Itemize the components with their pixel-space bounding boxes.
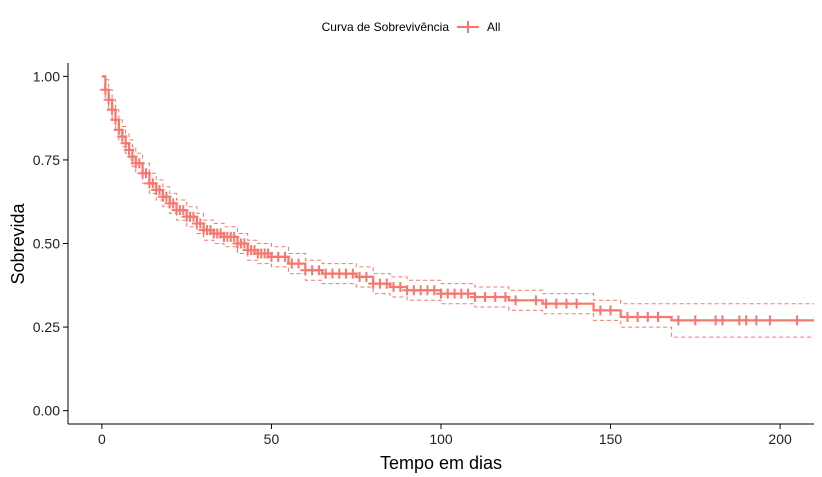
censor-mark-18	[161, 191, 172, 202]
ci-upper-line	[101, 75, 814, 305]
censor-mark-5	[117, 131, 128, 142]
censor-mark-78	[463, 288, 474, 299]
censor-mark-68	[395, 281, 406, 292]
x-tick-label-4: 200	[768, 431, 792, 447]
censor-mark-89	[595, 305, 606, 316]
x-tick-label-0: 0	[98, 431, 106, 447]
censor-mark-83	[510, 295, 521, 306]
censor-mark-51	[280, 251, 291, 262]
censor-mark-93	[642, 312, 653, 323]
censor-mark-4	[113, 124, 124, 135]
x-axis-title: Tempo em dias	[380, 453, 502, 473]
censor-mark-41	[239, 238, 250, 249]
censor-mark-1	[103, 94, 114, 105]
censor-mark-66	[381, 278, 392, 289]
ci-lower-line	[101, 75, 814, 338]
y-tick-label-1: 0.25	[33, 319, 60, 335]
confidence-interval-layer	[101, 75, 814, 338]
censor-mark-90	[605, 305, 616, 316]
legend-entry-all: All	[487, 20, 501, 34]
censor-mark-84	[530, 295, 541, 306]
axes-layer: 0 50 100 150 200 0.00 0.25 0.50 0.75 1.00	[33, 63, 814, 447]
censor-mark-8	[127, 151, 138, 162]
y-tick-label-3: 0.75	[33, 152, 60, 168]
censor-mark-103	[792, 315, 803, 326]
censor-mark-61	[347, 268, 358, 279]
censor-mark-7	[124, 144, 135, 155]
legend-title: Curva de Sobrevivência	[321, 20, 450, 34]
censor-marks-layer	[100, 84, 803, 326]
censor-mark-100	[741, 315, 752, 326]
censor-mark-0	[100, 84, 111, 95]
censor-mark-14	[147, 178, 158, 189]
censor-mark-2	[107, 104, 118, 115]
y-axis-title: Sobrevida	[8, 202, 28, 284]
x-tick-label-2: 100	[429, 431, 453, 447]
legend-key-icon	[457, 20, 480, 34]
censor-mark-23	[178, 205, 189, 216]
censor-mark-81	[490, 291, 501, 302]
censor-mark-73	[429, 285, 440, 296]
censor-mark-87	[561, 298, 572, 309]
x-tick-label-3: 150	[599, 431, 623, 447]
censor-mark-38	[229, 231, 240, 242]
censor-mark-20	[168, 198, 179, 209]
censor-mark-88	[571, 298, 582, 309]
censor-mark-85	[541, 298, 552, 309]
censor-mark-80	[480, 291, 491, 302]
censor-mark-98	[717, 315, 728, 326]
censor-mark-63	[361, 271, 372, 282]
censor-mark-3	[110, 114, 121, 125]
censor-mark-102	[764, 315, 775, 326]
censor-mark-12	[140, 168, 151, 179]
censor-mark-86	[551, 298, 562, 309]
legend: Curva de Sobrevivência All	[0, 20, 822, 34]
censor-mark-101	[751, 315, 762, 326]
x-tick-label-1: 50	[264, 431, 280, 447]
censor-mark-10	[134, 158, 145, 169]
censor-mark-82	[500, 291, 511, 302]
censor-mark-6	[120, 138, 131, 149]
censor-mark-53	[293, 258, 304, 269]
y-tick-label-4: 1.00	[33, 68, 60, 84]
censor-mark-16	[154, 185, 165, 196]
censor-mark-79	[469, 291, 480, 302]
censor-mark-28	[195, 218, 206, 229]
y-tick-label-0: 0.00	[33, 403, 60, 419]
censor-mark-95	[673, 315, 684, 326]
y-tick-label-2: 0.50	[33, 236, 60, 252]
censor-mark-91	[622, 312, 633, 323]
censor-mark-26	[188, 211, 199, 222]
censor-mark-94	[653, 312, 664, 323]
censor-mark-92	[632, 312, 643, 323]
censor-mark-96	[690, 315, 701, 326]
censor-mark-56	[313, 265, 324, 276]
